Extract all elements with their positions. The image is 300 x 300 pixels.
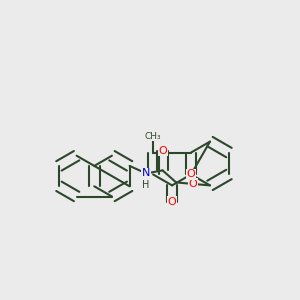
Text: O: O <box>168 197 176 207</box>
Text: O: O <box>187 169 195 179</box>
Text: N: N <box>142 168 150 178</box>
Text: CH₃: CH₃ <box>145 131 161 140</box>
Text: O: O <box>158 146 167 156</box>
Text: H: H <box>142 180 150 190</box>
Text: O: O <box>188 179 197 189</box>
